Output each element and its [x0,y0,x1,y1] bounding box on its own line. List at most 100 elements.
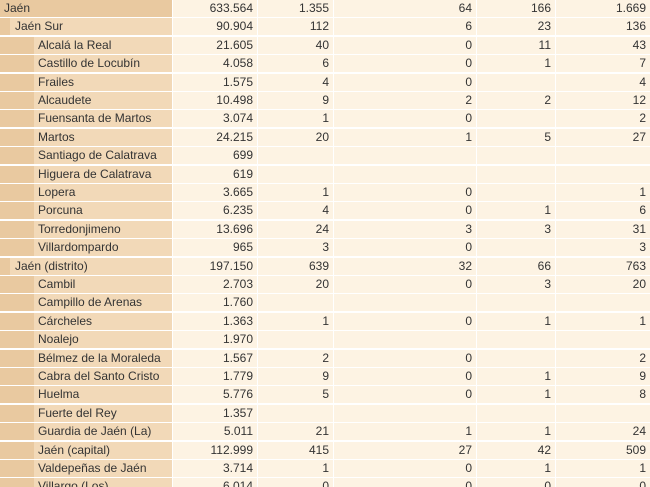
cell-text: 5 [544,129,551,144]
row-label: Castillo de Locubín [0,55,172,73]
value-cell: 1 [556,460,650,477]
cell-text: 112 [309,19,329,34]
cell-text: 1 [544,387,551,402]
value-cell [477,165,555,183]
table-row: Jaén Sur 90.904 112 6 23 136 [0,18,650,36]
value-cell: 11 [477,36,555,54]
cell-text: 0 [465,313,472,328]
cell-text: 6 [322,56,329,71]
cell-text: 0 [465,350,472,365]
cell-text: 1 [544,203,551,218]
value-cell: 1.970 [173,331,257,349]
value-cell: 1 [258,110,333,128]
value-cell: 21.605 [173,36,257,54]
row-label: Alcaudete [0,92,172,109]
value-cell: 1 [477,460,555,477]
value-cell: 66 [477,257,555,275]
value-cell: 13.696 [173,220,257,238]
indent [0,441,34,459]
row-label: Campillo de Arenas [0,294,172,312]
cell-text: 1 [544,424,551,439]
cell-text: 2.703 [222,277,253,291]
value-cell: 6.014 [173,478,257,487]
cell-text: 8 [639,387,646,402]
cell-text: 6.014 [222,479,253,487]
cell-text: Bélmez de la Moraleda [38,350,161,365]
value-cell: 4 [258,73,333,91]
cell-text: 112.999 [210,442,254,457]
value-cell: 32 [334,257,476,275]
row-label: Cabra del Santo Cristo [0,368,172,385]
cell-text: 2 [639,111,646,126]
row-label: Fuerte del Rey [0,404,172,422]
indent [0,386,34,404]
indent [0,478,34,487]
cell-text: 3.714 [222,461,253,475]
cell-text: Porcuna [38,203,83,218]
table-row: Frailes 1.575 4 0 4 [0,73,650,92]
cell-text: Villargo (Los) [38,479,109,487]
cell-text: 1 [639,461,646,475]
indent [0,257,10,275]
value-cell: 1 [334,128,476,146]
cell-text: 1.970 [222,332,253,347]
indent [0,92,34,109]
cell-text: 5.776 [222,387,253,402]
value-cell: 3 [556,239,650,257]
table-row: Torredonjimeno 13.696 24 3 3 31 [0,220,650,239]
value-cell: 1 [334,423,476,441]
value-cell: 1 [477,368,555,385]
value-cell: 136 [556,18,650,36]
indent [0,36,34,54]
row-label: Cambil [0,276,172,293]
indent [0,110,34,128]
cell-text: 27 [632,129,646,144]
cell-text: Cabra del Santo Cristo [38,369,160,383]
cell-text: 6 [639,203,646,218]
cell-text: Jaén (capital) [38,442,111,457]
value-cell: 1 [477,55,555,73]
table-row: Villardompardo 965 3 0 3 [0,239,650,257]
value-cell [556,147,650,165]
value-cell: 20 [258,128,333,146]
value-cell: 6 [258,55,333,73]
row-label: Jaén (capital) [0,441,172,459]
value-cell: 3.665 [173,184,257,201]
indent [0,294,34,312]
cell-text: 20 [632,277,646,291]
indent [0,73,34,91]
value-cell: 1.355 [258,0,333,17]
value-cell: 0 [258,478,333,487]
cell-text: 7 [639,56,646,71]
cell-text: Villardompardo [38,240,119,255]
value-cell: 1.760 [173,294,257,312]
cell-text: 5 [322,387,329,402]
cell-text: 11 [538,37,551,52]
value-cell: 2 [477,92,555,109]
value-cell: 1 [477,312,555,330]
row-label: Higuera de Calatrava [0,165,172,183]
cell-text: 1 [322,111,329,126]
cell-text: 9 [639,369,646,383]
value-cell: 9 [258,368,333,385]
value-cell: 0 [334,55,476,73]
cell-text: 0 [465,461,472,475]
value-cell: 24 [258,220,333,238]
value-cell: 3 [258,239,333,257]
cell-text: 90.904 [216,19,253,34]
value-cell: 0 [334,312,476,330]
cell-text: 21.605 [216,37,253,52]
cell-text: 0 [465,203,472,218]
value-cell: 197.150 [173,257,257,275]
value-cell: 1 [258,184,333,201]
cell-text: 20 [315,129,329,144]
value-cell: 1 [477,386,555,404]
value-cell: 6 [556,202,650,220]
cell-text: 415 [308,442,329,457]
value-cell [258,165,333,183]
cell-text: 633.564 [209,1,253,15]
value-cell: 633.564 [173,0,257,17]
cell-text: 0 [639,479,646,487]
value-cell: 23 [477,18,555,36]
cell-text: 0 [544,479,551,487]
